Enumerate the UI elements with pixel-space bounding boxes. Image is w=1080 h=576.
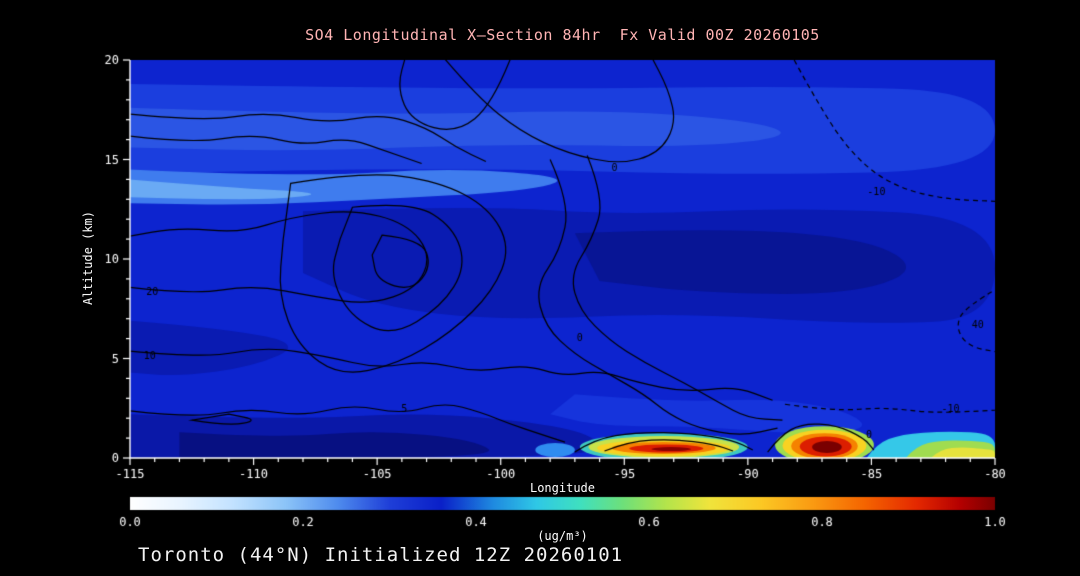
initialization-annotation: Toronto (44°N) Initialized 12Z 20260101 [138,544,624,566]
y-axis-title: Altitude (km) [81,211,95,305]
colorbar-unit-label: (ug/m³) [537,529,588,543]
chart-title: SO4 Longitudinal X—Section 84hr Fx Valid… [305,26,820,44]
x-axis-title: Longitude [529,481,596,495]
